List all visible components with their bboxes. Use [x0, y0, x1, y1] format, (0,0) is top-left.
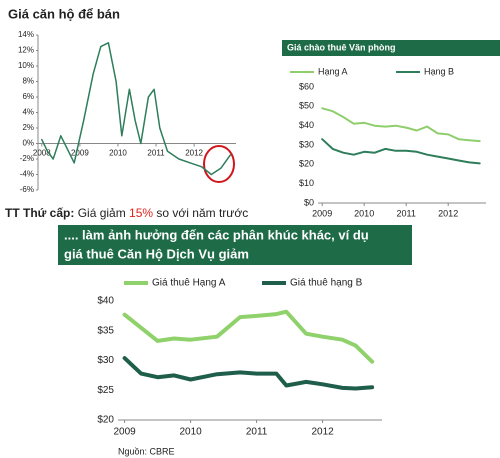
note-label: TT Thứ cấp:	[5, 206, 74, 220]
y-tick-label: $0	[304, 197, 314, 207]
x-tick-label: 2011	[397, 208, 416, 218]
series-line	[122, 309, 375, 364]
x-tick-label: 2010	[109, 149, 127, 158]
x-tick-label: 2010	[354, 208, 374, 218]
y-tick-label: $50	[299, 101, 314, 111]
y-tick-label: $40	[97, 296, 114, 307]
x-tick-label: 2012	[438, 208, 458, 218]
y-tick-label: 2%	[22, 123, 34, 132]
series-line	[321, 138, 481, 165]
series-line	[122, 356, 375, 391]
y-tick-label: -2%	[20, 154, 34, 163]
legend-label: Hạng A	[318, 66, 348, 76]
y-tick-label: $35	[97, 325, 114, 336]
source: Nguồn: CBRE	[118, 446, 175, 456]
x-tick-label: 2012	[185, 149, 203, 158]
note-highlight: 15%	[129, 206, 153, 220]
y-tick-label: 6%	[22, 92, 34, 101]
y-tick-label: 10%	[18, 61, 34, 70]
y-tick-label: 4%	[22, 108, 34, 117]
legend-label: Giá thuê hạng B	[290, 278, 363, 289]
y-tick-label: $20	[97, 415, 114, 426]
x-tick-label: 2009	[113, 427, 136, 438]
banner-line: .... làm ảnh hưởng đến các phân khúc khá…	[64, 227, 369, 242]
y-tick-label: $30	[299, 139, 314, 149]
y-tick-label: $25	[97, 385, 114, 396]
x-tick-label: 2011	[246, 427, 268, 438]
title-bar	[282, 40, 500, 56]
y-tick-label: $30	[97, 355, 114, 366]
legend-label: Giá thuê Hạng A	[152, 278, 226, 289]
note-text: Giá giảm	[74, 206, 129, 220]
note: TT Thứ cấp: Giá giảm 15% so với năm trướ…	[5, 206, 248, 220]
banner-line: giá thuê Căn Hộ Dịch Vụ giảm	[64, 246, 249, 261]
x-tick-label: 2010	[179, 427, 202, 438]
x-tick-label: 2011	[147, 149, 165, 158]
y-tick-label: 8%	[22, 77, 34, 86]
legend-label: Hạng B	[424, 66, 454, 76]
banner	[58, 225, 412, 265]
chart-title: Giá căn hộ để bán	[8, 6, 120, 21]
series-line	[41, 42, 232, 176]
y-tick-label: -6%	[20, 185, 34, 194]
y-tick-label: $60	[299, 81, 314, 91]
y-tick-label: 14%	[18, 30, 34, 39]
y-tick-label: $40	[299, 120, 314, 130]
x-tick-label: 2012	[311, 427, 334, 438]
y-tick-label: 12%	[18, 46, 34, 55]
x-tick-label: 2008	[33, 149, 51, 158]
y-tick-label: $20	[299, 159, 314, 169]
note-text: so với năm trước	[153, 206, 248, 220]
chart-title: Giá chào thuê Văn phòng	[287, 42, 396, 52]
highlight-circle	[203, 145, 235, 183]
y-tick-label: 0%	[22, 139, 34, 148]
y-tick-label: $10	[299, 178, 314, 188]
x-tick-label: 2009	[312, 208, 332, 218]
x-tick-label: 2009	[71, 149, 89, 158]
series-line	[321, 107, 481, 143]
y-tick-label: -4%	[20, 170, 34, 179]
